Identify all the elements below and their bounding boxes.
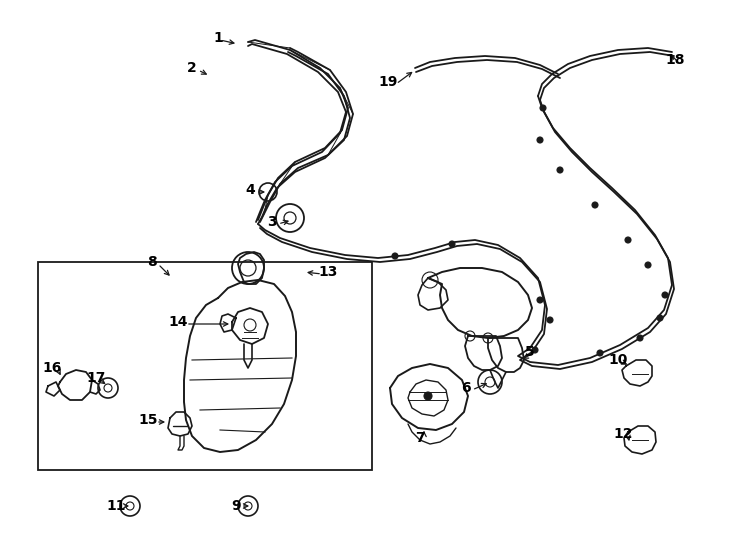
Circle shape bbox=[637, 335, 643, 341]
Circle shape bbox=[547, 317, 553, 323]
Circle shape bbox=[592, 202, 598, 208]
Text: 7: 7 bbox=[415, 431, 425, 445]
Circle shape bbox=[557, 167, 563, 173]
Text: 15: 15 bbox=[138, 413, 158, 427]
Text: 14: 14 bbox=[168, 315, 188, 329]
Circle shape bbox=[532, 347, 538, 353]
Text: 12: 12 bbox=[613, 427, 633, 441]
Circle shape bbox=[540, 105, 546, 111]
Text: 17: 17 bbox=[87, 371, 106, 385]
Text: 10: 10 bbox=[608, 353, 628, 367]
Circle shape bbox=[625, 237, 631, 243]
Circle shape bbox=[645, 262, 651, 268]
Text: 16: 16 bbox=[43, 361, 62, 375]
Text: 13: 13 bbox=[319, 265, 338, 279]
Circle shape bbox=[424, 392, 432, 400]
Circle shape bbox=[392, 253, 398, 259]
Text: 1: 1 bbox=[213, 31, 223, 45]
Circle shape bbox=[449, 241, 455, 247]
Text: 4: 4 bbox=[245, 183, 255, 197]
Text: 5: 5 bbox=[525, 345, 535, 359]
Circle shape bbox=[597, 350, 603, 356]
Text: 6: 6 bbox=[461, 381, 470, 395]
Text: 11: 11 bbox=[106, 499, 126, 513]
Circle shape bbox=[537, 137, 543, 143]
Bar bbox=[38, 262, 372, 470]
Text: 3: 3 bbox=[267, 215, 277, 229]
Text: 8: 8 bbox=[147, 255, 157, 269]
Text: 18: 18 bbox=[665, 53, 685, 67]
Text: 2: 2 bbox=[187, 61, 197, 75]
Text: 19: 19 bbox=[378, 75, 398, 89]
Circle shape bbox=[537, 297, 543, 303]
Text: 9: 9 bbox=[231, 499, 241, 513]
Circle shape bbox=[662, 292, 668, 298]
Circle shape bbox=[657, 315, 663, 321]
